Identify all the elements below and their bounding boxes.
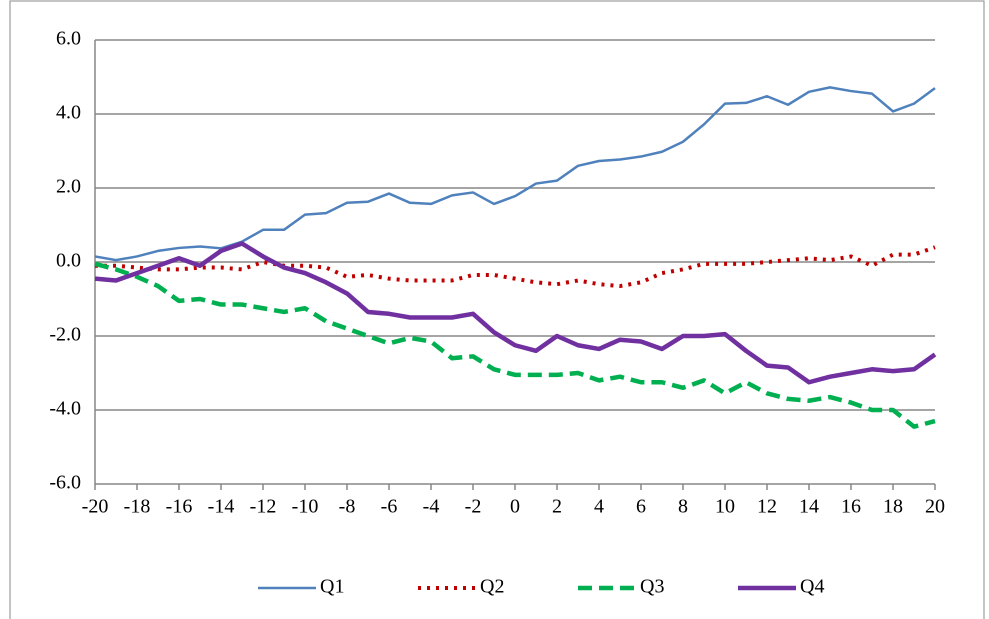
x-tick-label: 4: [594, 496, 604, 518]
y-tick-label: 0.0: [56, 250, 81, 272]
x-tick-label: -16: [166, 496, 193, 518]
legend-label: Q2: [480, 576, 504, 598]
y-tick-label: 6.0: [56, 28, 81, 50]
chart-frame: [9, 0, 985, 619]
x-tick-label: -6: [381, 496, 398, 518]
x-tick-label: -14: [208, 496, 235, 518]
x-tick-label: 18: [883, 496, 903, 518]
x-tick-label: -12: [250, 496, 277, 518]
x-tick-label: 2: [552, 496, 562, 518]
x-tick-label: 10: [715, 496, 735, 518]
x-tick-label: -10: [292, 496, 319, 518]
x-tick-label: -4: [423, 496, 440, 518]
series-line: [95, 245, 936, 289]
y-tick-label: -6.0: [49, 472, 81, 494]
x-tick-label: -8: [339, 496, 356, 518]
x-tick-label: 0: [510, 496, 520, 518]
y-tick-label: 4.0: [56, 102, 81, 124]
x-tick-label: 12: [757, 496, 777, 518]
x-tick-label: 20: [925, 496, 945, 518]
y-tick-label: -4.0: [49, 398, 81, 420]
x-tick-label: -2: [465, 496, 482, 518]
series-line: [94, 241, 937, 385]
legend-label: Q4: [800, 576, 824, 598]
x-tick-label: 16: [841, 496, 861, 518]
series-line: [94, 261, 936, 429]
x-tick-label: 8: [678, 496, 688, 518]
y-tick-label: 2.0: [56, 176, 81, 198]
x-tick-label: 14: [799, 496, 819, 518]
x-tick-label: -18: [124, 496, 151, 518]
legend-label: Q1: [320, 576, 344, 598]
y-tick-label: -2.0: [49, 324, 81, 346]
legend-label: Q3: [640, 576, 664, 598]
x-tick-label: 6: [636, 496, 646, 518]
x-tick-label: -20: [82, 496, 109, 518]
